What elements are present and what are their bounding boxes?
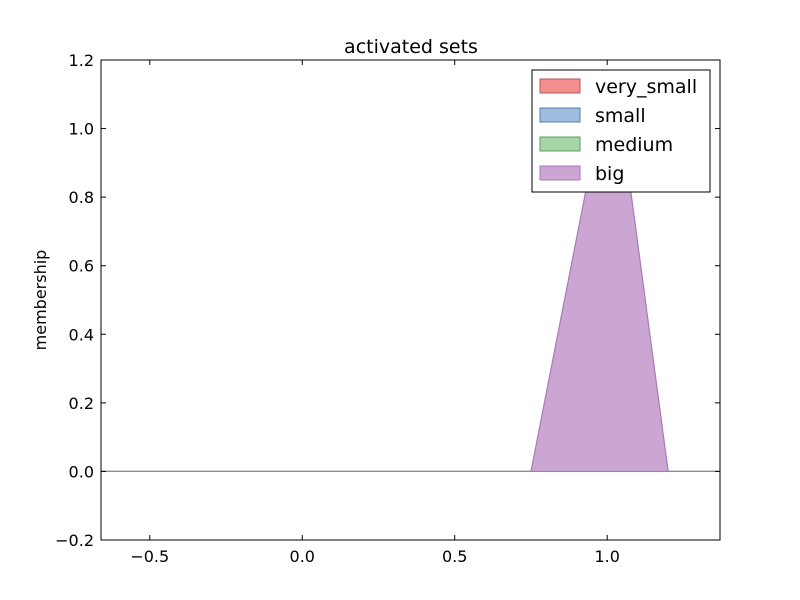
- y-tick-label: 1.2: [69, 51, 94, 70]
- axis-ticks: −0.5 0.0 0.5 1.0 −0.2 0.0 0.2 0.4 0.6 0.8 1.0 1.2: [55, 51, 720, 566]
- x-tick-label: 0.0: [290, 547, 315, 566]
- x-tick-label: 0.5: [442, 547, 467, 566]
- legend-label: very_small: [595, 76, 697, 98]
- y-tick-label: 0.6: [69, 257, 94, 276]
- y-tick-label: −0.2: [55, 531, 94, 550]
- legend-label: big: [595, 163, 624, 185]
- plot-frame: [100, 59, 721, 541]
- y-tick-label: 0.2: [69, 394, 94, 413]
- y-tick-label: 0.8: [69, 188, 94, 207]
- y-tick-label: 0.4: [69, 325, 94, 344]
- chart-title: activated sets: [344, 36, 478, 58]
- legend-label: small: [595, 105, 646, 127]
- legend-swatch: [539, 136, 581, 152]
- y-axis-label: membership: [31, 250, 50, 351]
- y-tick-label: 0.0: [69, 462, 94, 481]
- legend-swatch: [539, 78, 581, 94]
- legend-swatch: [539, 165, 581, 181]
- x-tick-label: −0.5: [130, 547, 169, 566]
- y-tick-label: 1.0: [69, 120, 94, 139]
- x-tick-label: 1.0: [594, 547, 619, 566]
- legend-swatch: [539, 107, 581, 123]
- legend-label: medium: [595, 134, 673, 156]
